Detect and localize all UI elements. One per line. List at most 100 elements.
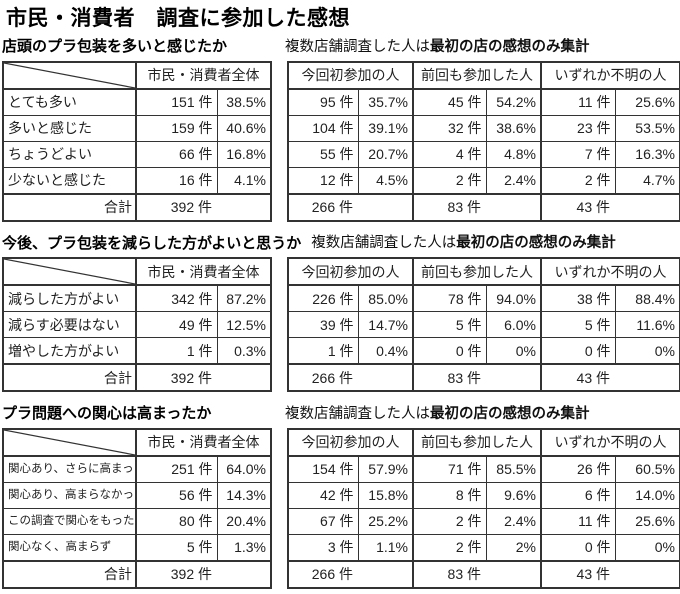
cell-pct: 15.8% (357, 481, 414, 509)
cell-count: 2 件 (412, 507, 487, 535)
cell-count: 1 件 (135, 337, 218, 365)
cell-pct: 53.5% (614, 114, 680, 142)
diagonal-header-cell (2, 257, 137, 287)
cell-pct: 2.4% (485, 507, 542, 535)
cell-pct: 6.0% (485, 311, 542, 339)
table-row: 少ないと感じた 16 件 4.1% (2, 166, 272, 195)
cell-count: 2 件 (540, 166, 616, 195)
section-interest-raised: プラ問題への関心は高まったか 複数店舗調査した人は最初の店の感想のみ集計 市民・… (2, 404, 680, 589)
note-prefix: 複数店舗調査した人は (311, 235, 457, 252)
row-label: 減らす必要はない (2, 311, 137, 339)
cell-pct: 25.2% (357, 507, 414, 535)
total-count: 392 件 (135, 192, 272, 222)
overall-header: 市民・消費者全体 (135, 61, 272, 90)
overall-header: 市民・消費者全体 (135, 257, 272, 287)
cell-count: 7 件 (540, 140, 616, 168)
cell-count: 0 件 (540, 533, 616, 562)
table-header-row: 今回初参加の人 前回も参加した人 いずれか不明の人 (287, 428, 680, 457)
section-header: 店頭のプラ包装を多いと感じたか 複数店舗調査した人は最初の店の感想のみ集計 (2, 37, 680, 57)
section-tables: 市民・消費者全体 関心あり、さらに高まっ 251 件 64.0% 関心あり、高ま… (2, 427, 680, 589)
table-header-row: 今回初参加の人 前回も参加した人 いずれか不明の人 (287, 257, 680, 287)
table-row: 104 件 39.1% 32 件 38.6% 23 件 53.5% (287, 114, 680, 142)
total-count: 392 件 (135, 559, 272, 589)
cell-count: 342 件 (135, 284, 218, 313)
note-bold: 最初の店の感想のみ集計 (430, 38, 590, 55)
cell-count: 5 件 (412, 311, 487, 339)
total-count: 83 件 (412, 363, 542, 392)
total-row: 合計 392 件 (2, 192, 272, 222)
cell-count: 6 件 (540, 481, 616, 509)
total-count: 392 件 (135, 363, 272, 392)
cell-pct: 0.3% (216, 337, 272, 365)
total-count: 83 件 (412, 192, 542, 222)
section-header: プラ問題への関心は高まったか 複数店舗調査した人は最初の店の感想のみ集計 (2, 404, 680, 424)
cell-pct: 16.3% (614, 140, 680, 168)
section-tables: 市民・消費者全体 減らした方がよい 342 件 87.2% 減らす必要はない 4… (2, 257, 680, 393)
section-tables: 市民・消費者全体 とても多い 151 件 38.5% 多いと感じた 159 件 … (2, 60, 680, 222)
section-reduce-packaging: 今後、プラ包装を減らした方がよいと思うか 複数店舗調査した人は最初の店の感想のみ… (2, 234, 680, 393)
aggregation-note: 複数店舗調査した人は最初の店の感想のみ集計 (285, 38, 590, 57)
table-row: 減らした方がよい 342 件 87.2% (2, 284, 272, 313)
diagonal-line (4, 259, 135, 284)
row-label: 少ないと感じた (2, 166, 137, 195)
row-label: ちょうどよい (2, 140, 137, 168)
cell-pct: 0% (614, 533, 680, 562)
section-packaging-amount: 店頭のプラ包装を多いと感じたか 複数店舗調査した人は最初の店の感想のみ集計 市民… (2, 37, 680, 222)
total-label: 合計 (2, 192, 137, 222)
row-label: 多いと感じた (2, 114, 137, 142)
row-label: 減らした方がよい (2, 284, 137, 313)
cell-pct: 40.6% (216, 114, 272, 142)
table-row: 3 件 1.1% 2 件 2% 0 件 0% (287, 533, 680, 562)
cell-pct: 4.7% (614, 166, 680, 195)
cell-pct: 35.7% (357, 88, 414, 116)
cell-count: 2 件 (412, 533, 487, 562)
cell-count: 2 件 (412, 166, 487, 195)
cell-count: 66 件 (135, 140, 218, 168)
total-label: 合計 (2, 559, 137, 589)
row-label: 関心あり、高まらなかっ (2, 481, 137, 509)
note-bold: 最初の店の感想のみ集計 (456, 235, 616, 252)
row-label: 関心あり、さらに高まっ (2, 455, 137, 483)
cell-count: 0 件 (412, 337, 487, 365)
cell-pct: 64.0% (216, 455, 272, 483)
table-row: 154 件 57.9% 71 件 85.5% 26 件 60.5% (287, 455, 680, 483)
page-title: 市民・消費者 調査に参加した感想 (6, 7, 350, 30)
group-header-repeat: 前回も参加した人 (412, 257, 542, 287)
table-row: とても多い 151 件 38.5% (2, 88, 272, 116)
cell-pct: 57.9% (357, 455, 414, 483)
cell-count: 159 件 (135, 114, 218, 142)
section-question: プラ問題への関心は高まったか (2, 405, 212, 423)
cell-count: 71 件 (412, 455, 487, 483)
cell-pct: 12.5% (216, 311, 272, 339)
cell-pct: 60.5% (614, 455, 680, 483)
overall-table: 市民・消費者全体 減らした方がよい 342 件 87.2% 減らす必要はない 4… (2, 257, 272, 393)
section-question: 店頭のプラ包装を多いと感じたか (2, 38, 228, 56)
total-count: 266 件 (287, 192, 414, 222)
cell-count: 151 件 (135, 88, 218, 116)
cell-count: 104 件 (287, 114, 359, 142)
cell-pct: 54.2% (485, 88, 542, 116)
cell-count: 0 件 (540, 337, 616, 365)
group-header-first-time: 今回初参加の人 (287, 428, 414, 457)
cell-count: 3 件 (287, 533, 359, 562)
row-label: とても多い (2, 88, 137, 116)
cell-count: 42 件 (287, 481, 359, 509)
table-row: 関心あり、高まらなかっ 56 件 14.3% (2, 481, 272, 509)
cell-pct: 14.0% (614, 481, 680, 509)
group-header-repeat: 前回も参加した人 (412, 61, 542, 90)
section-question: 今後、プラ包装を減らした方がよいと思うか (2, 234, 302, 252)
group-header-unknown: いずれか不明の人 (540, 61, 680, 90)
total-row: 266 件 83 件 43 件 (287, 363, 680, 392)
table-row: 67 件 25.2% 2 件 2.4% 11 件 25.6% (287, 507, 680, 535)
total-count: 266 件 (287, 559, 414, 589)
table-row: 42 件 15.8% 8 件 9.6% 6 件 14.0% (287, 481, 680, 509)
cell-pct: 20.7% (357, 140, 414, 168)
cell-pct: 94.0% (485, 284, 542, 313)
diagonal-line (4, 430, 135, 455)
cell-count: 8 件 (412, 481, 487, 509)
cell-pct: 2% (485, 533, 542, 562)
row-label: 増やした方がよい (2, 337, 137, 365)
overall-header: 市民・消費者全体 (135, 428, 272, 457)
cell-count: 11 件 (540, 507, 616, 535)
cell-pct: 4.8% (485, 140, 542, 168)
